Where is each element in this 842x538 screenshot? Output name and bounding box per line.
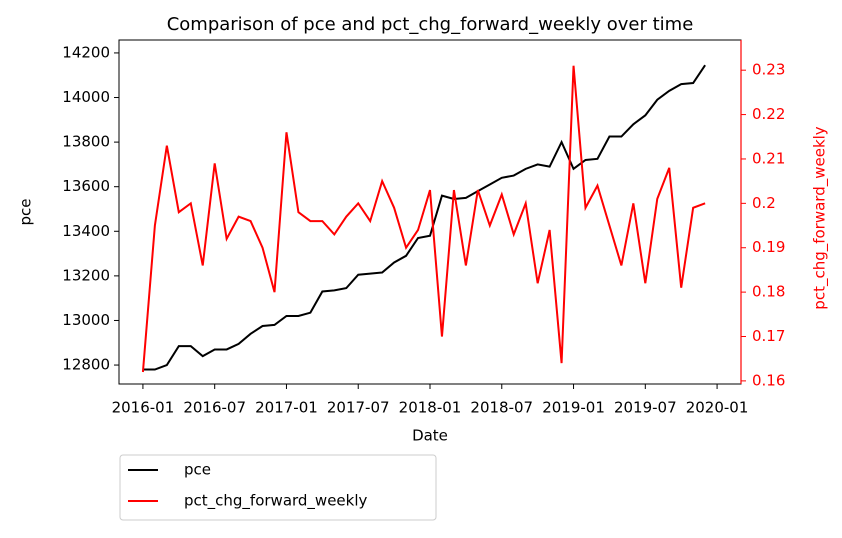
y2-axis-label: pct_chg_forward_weekly: [811, 126, 830, 310]
y2-tick-label: 0.22: [752, 105, 785, 123]
y2-tick-label: 0.17: [752, 327, 785, 345]
chart-title: Comparison of pce and pct_chg_forward_we…: [167, 14, 694, 35]
x-tick-label: 2019-07: [614, 399, 677, 417]
x-tick-label: 2016-07: [183, 399, 246, 417]
y-tick-label: 13400: [62, 222, 110, 240]
x-tick-label: 2017-07: [327, 399, 390, 417]
series-line: [141, 65, 706, 373]
plot-frame: [118, 39, 742, 385]
y-tick-label: 14200: [62, 43, 110, 61]
y2-tick-label: 0.23: [752, 61, 785, 79]
y-tick-label: 13800: [62, 133, 110, 151]
legend-box: [119, 454, 437, 521]
y2-tick-label: 0.21: [752, 149, 785, 167]
y2-tick-label: 0.19: [752, 238, 785, 256]
x-tick-label: 2018-07: [470, 399, 533, 417]
x-tick-label: 2018-01: [399, 399, 462, 417]
x-tick-label: 2019-01: [542, 399, 605, 417]
x-tick-label: 2020-01: [686, 399, 749, 417]
series-line: [142, 64, 706, 371]
x-axis-label: Date: [412, 427, 448, 445]
x-tick-label: 2016-01: [112, 399, 175, 417]
legend-label: pce: [184, 461, 211, 479]
y-tick-label: 12800: [62, 356, 110, 374]
y2-tick-label: 0.18: [752, 283, 785, 301]
y-tick-label: 13200: [62, 266, 110, 284]
legend-label: pct_chg_forward_weekly: [184, 492, 368, 511]
x-tick-label: 2017-01: [255, 399, 318, 417]
y-axis-label: pce: [17, 199, 35, 226]
y-tick-label: 13000: [62, 311, 110, 329]
y2-tick-label: 0.2: [752, 194, 776, 212]
y-tick-label: 13600: [62, 177, 110, 195]
y2-tick-label: 0.16: [752, 371, 785, 389]
y-tick-label: 14000: [62, 88, 110, 106]
